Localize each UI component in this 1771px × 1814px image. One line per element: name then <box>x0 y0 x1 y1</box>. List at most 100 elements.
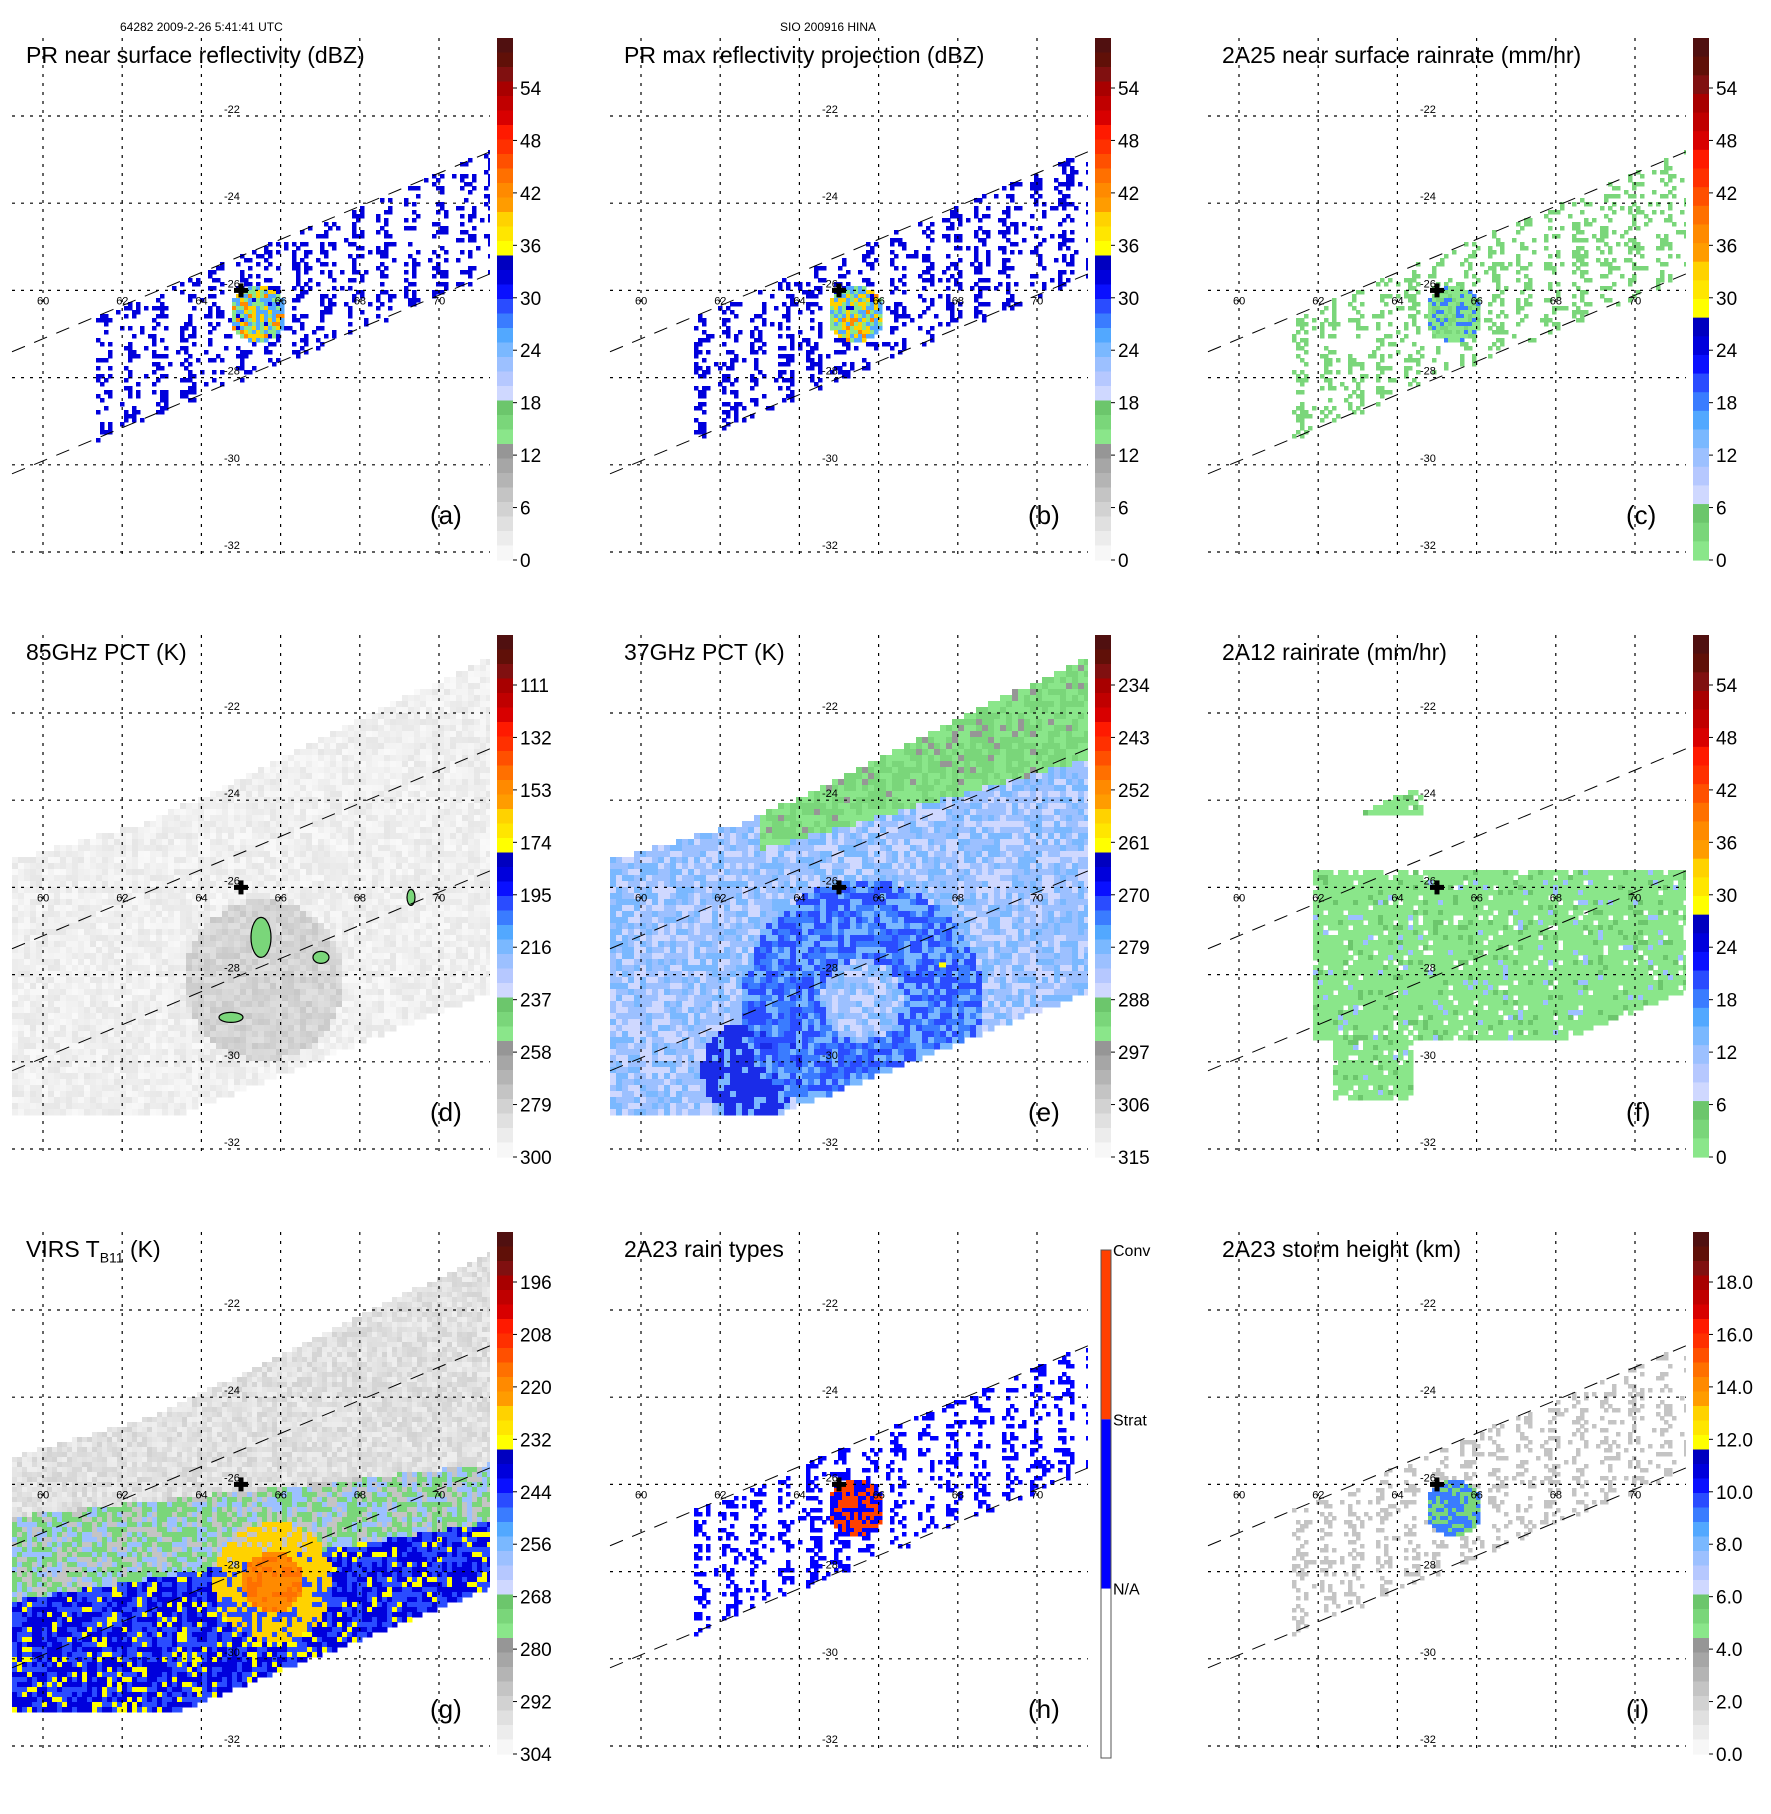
pixel <box>156 815 163 822</box>
pixel <box>216 995 223 1002</box>
pixel <box>210 827 217 834</box>
pixel <box>120 995 127 1002</box>
pixel <box>1002 218 1007 223</box>
pixel <box>1532 250 1537 255</box>
pixel <box>1380 386 1385 391</box>
pixel <box>472 266 477 271</box>
pixel <box>48 1049 55 1056</box>
pixel <box>210 857 217 864</box>
pixel <box>204 851 211 858</box>
pixel <box>1460 334 1465 339</box>
pixel <box>210 1043 217 1050</box>
pixel <box>304 290 309 295</box>
pixel <box>54 989 61 996</box>
pixel <box>120 1097 127 1104</box>
pixel <box>352 210 357 215</box>
colorbar-segment <box>497 96 513 111</box>
pixel <box>288 791 295 798</box>
pixel <box>84 869 91 876</box>
pixel <box>958 246 963 251</box>
pixel <box>18 923 25 930</box>
pixel <box>96 947 103 954</box>
pixel <box>90 1031 97 1038</box>
pixel <box>72 863 79 870</box>
pixel <box>252 338 257 343</box>
pixel <box>264 899 271 906</box>
pixel <box>282 845 289 852</box>
pixel <box>174 1013 181 1020</box>
pixel <box>18 1055 25 1062</box>
pixel <box>72 869 79 876</box>
pixel <box>818 330 823 335</box>
pixel <box>1356 386 1361 391</box>
pixel <box>464 174 469 179</box>
pixel <box>102 1019 109 1026</box>
pixel <box>120 1007 127 1014</box>
pixel <box>710 334 715 339</box>
pixel <box>42 989 49 996</box>
pixel <box>388 234 393 239</box>
pixel <box>264 330 269 335</box>
pixel <box>78 941 85 948</box>
pixel <box>248 326 253 331</box>
pixel <box>352 258 357 263</box>
pixel <box>1058 242 1063 247</box>
pixel <box>246 779 253 786</box>
pixel <box>192 929 199 936</box>
pixel <box>96 1025 103 1032</box>
pixel <box>1448 338 1453 343</box>
pixel <box>432 274 437 279</box>
pixel <box>164 354 169 359</box>
pixel <box>102 1037 109 1044</box>
pixel <box>1070 158 1075 163</box>
colorbar-tick-label: 6 <box>1118 499 1129 520</box>
panel-title: PR max reflectivity projection (dBZ) <box>624 42 984 69</box>
pixel <box>252 1079 259 1086</box>
pixel <box>204 1001 211 1008</box>
pixel <box>78 881 85 888</box>
pixel <box>1464 322 1469 327</box>
pixel <box>120 905 127 912</box>
pixel <box>114 875 121 882</box>
pixel <box>84 923 91 930</box>
pixel <box>152 362 157 367</box>
pixel <box>1544 234 1549 239</box>
pixel <box>1336 322 1341 327</box>
pixel <box>240 358 245 363</box>
pixel <box>838 266 843 271</box>
pixel <box>364 318 369 323</box>
pixel <box>282 983 289 990</box>
pixel <box>388 198 393 203</box>
pixel <box>722 374 727 379</box>
pixel <box>232 298 237 303</box>
pixel <box>408 242 413 247</box>
pixel <box>138 959 145 966</box>
pixel <box>126 983 133 990</box>
pixel <box>30 911 37 918</box>
pixel <box>210 1013 217 1020</box>
pixel <box>1070 218 1075 223</box>
pixel <box>488 198 493 203</box>
pixel <box>1580 314 1585 319</box>
pixel <box>276 1049 283 1056</box>
pixel <box>132 941 139 948</box>
pixel <box>72 1001 79 1008</box>
pixel <box>210 869 217 876</box>
pixel <box>96 438 101 443</box>
pixel <box>30 1109 37 1116</box>
pixel <box>240 791 247 798</box>
colorbar-segment <box>1095 531 1111 546</box>
pixel <box>108 845 115 852</box>
pixel <box>276 821 283 828</box>
pixel <box>946 238 951 243</box>
pixel <box>150 851 157 858</box>
pixel <box>324 222 329 227</box>
colorbar-segment <box>497 372 513 387</box>
pixel <box>24 863 31 870</box>
pixel <box>842 322 847 327</box>
pixel <box>694 406 699 411</box>
pixel <box>36 1067 43 1074</box>
pixel <box>1356 382 1361 387</box>
pixel <box>90 959 97 966</box>
pixel <box>78 1091 85 1098</box>
